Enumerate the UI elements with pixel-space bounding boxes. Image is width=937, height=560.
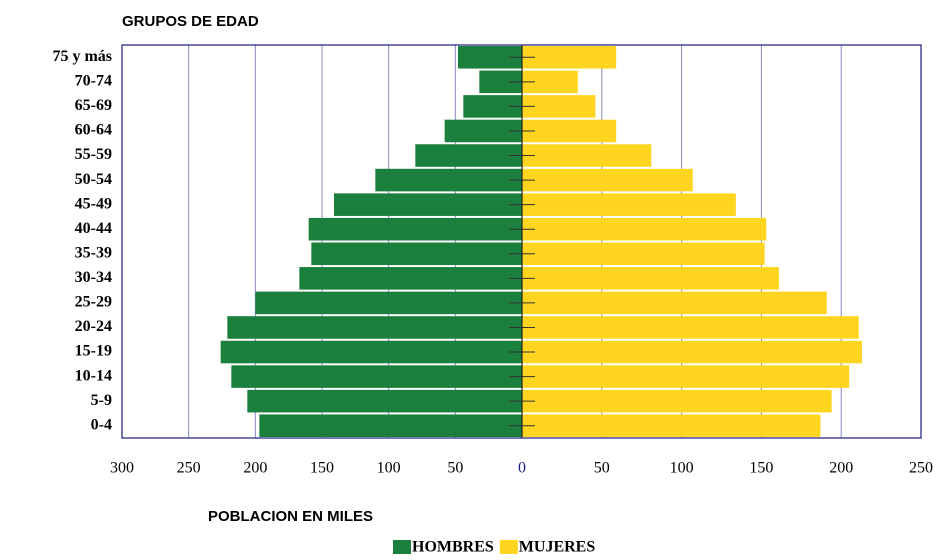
x2-tick-label: 100 <box>670 460 694 477</box>
x2-tick-label: 50 <box>594 460 610 477</box>
bar <box>522 144 652 167</box>
chart-title: GRUPOS DE EDAD <box>122 13 259 30</box>
bar <box>522 242 765 266</box>
x-tick-label: 250 <box>177 460 201 477</box>
y-tick-label: 60-64 <box>75 122 112 139</box>
bar <box>522 168 693 192</box>
bar <box>247 389 523 413</box>
y-tick-label: 55-59 <box>75 146 112 163</box>
bar <box>311 242 522 266</box>
y-tick-label: 45-49 <box>75 195 112 212</box>
y-tick-label: 5-9 <box>91 392 112 409</box>
bar <box>522 316 859 339</box>
bar <box>522 95 596 118</box>
y-tick-label: 65-69 <box>75 97 112 114</box>
x-tick-label: 50 <box>447 460 463 477</box>
x-tick-label: 150 <box>310 460 334 477</box>
bar <box>259 414 522 437</box>
bar <box>522 267 779 290</box>
bar <box>522 291 827 315</box>
bar <box>522 193 736 216</box>
bar <box>444 119 522 143</box>
bar <box>458 46 522 69</box>
bar <box>522 365 850 388</box>
x-tick-label: 100 <box>377 460 401 477</box>
y-tick-label: 15-19 <box>75 343 112 360</box>
y-tick-label: 70-74 <box>75 73 112 90</box>
y-tick-label: 75 y más <box>52 48 112 65</box>
x2-tick-label: 250 <box>909 460 933 477</box>
bar <box>479 70 522 94</box>
bar <box>522 46 617 69</box>
y-tick-label: 40-44 <box>75 220 112 237</box>
bar <box>522 217 767 241</box>
bar <box>255 291 523 315</box>
y-tick-label: 20-24 <box>75 318 112 335</box>
bar <box>522 70 578 94</box>
bar <box>334 193 522 216</box>
plot-border <box>121 44 922 439</box>
bar <box>231 365 523 388</box>
bar <box>463 95 522 118</box>
x-tick-label: 300 <box>110 460 134 477</box>
legend-label: HOMBRES <box>412 539 494 556</box>
bar <box>522 340 862 364</box>
legend-swatch <box>393 540 411 554</box>
bar <box>299 267 522 290</box>
bar <box>308 217 522 241</box>
y-tick-label: 30-34 <box>75 269 112 286</box>
bar <box>522 389 832 413</box>
y-tick-label: 50-54 <box>75 171 112 188</box>
bar <box>522 119 617 143</box>
y-tick-label: 35-39 <box>75 244 112 261</box>
x2-tick-label: 200 <box>829 460 853 477</box>
y-tick-label: 25-29 <box>75 294 112 311</box>
bar <box>375 168 522 192</box>
x-axis-label: POBLACION EN MILES <box>208 508 373 525</box>
bar <box>522 414 821 437</box>
x-tick-label: 0 <box>518 460 526 477</box>
y-tick-label: 0-4 <box>91 416 112 433</box>
x-tick-label: 200 <box>243 460 267 477</box>
bar <box>227 316 523 339</box>
bar <box>415 144 522 167</box>
bar <box>220 340 522 364</box>
legend-swatch <box>499 540 518 554</box>
x2-tick-label: 150 <box>749 460 773 477</box>
y-tick-label: 10-14 <box>75 367 112 384</box>
legend-label: MUJERES <box>519 539 596 556</box>
